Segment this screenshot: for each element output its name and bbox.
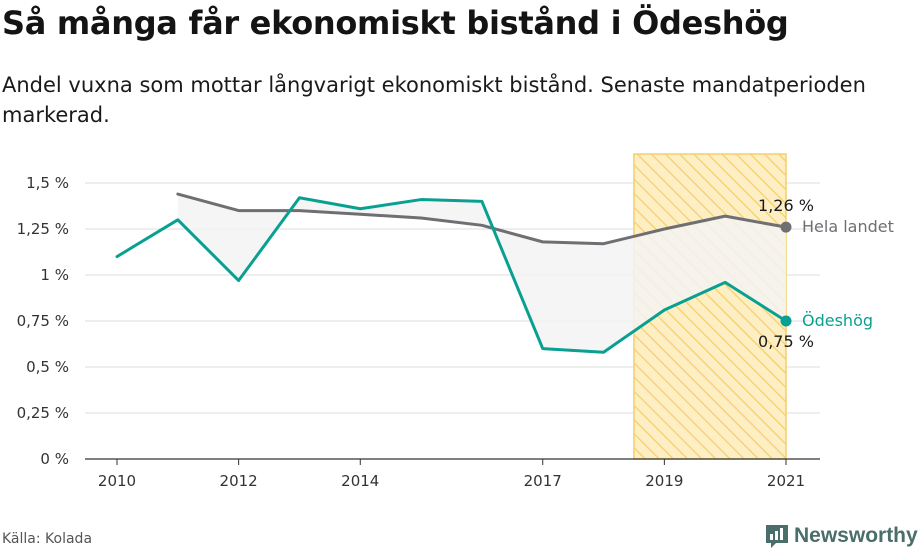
series xyxy=(115,192,792,354)
x-tick-label: 2017 xyxy=(524,472,562,490)
line-chart: 0 %0,25 %0,5 %0,75 %1 %1,25 %1,5 % 2010 2… xyxy=(17,153,894,490)
series-line-odeshog xyxy=(115,196,788,354)
axes: 2010 2012 2014 2017 2019 2021 xyxy=(85,458,820,490)
endpoint-odeshog xyxy=(780,315,792,327)
y-tick-label: 0,25 % xyxy=(17,404,69,422)
y-tick-label: 1 % xyxy=(40,266,69,284)
gap-shading xyxy=(177,194,786,353)
gap-area xyxy=(177,194,786,353)
x-tick-label: 2014 xyxy=(341,472,379,490)
source-note: Källa: Kolada xyxy=(2,531,93,547)
y-tick-label: 1,5 % xyxy=(26,174,69,192)
value-label-odeshog: 0,75 % xyxy=(758,332,814,351)
y-tick-label: 0,5 % xyxy=(26,358,69,376)
x-tick-label: 2012 xyxy=(220,472,258,490)
chart-subtitle: Andel vuxna som mottar långvarigt ekonom… xyxy=(2,73,866,127)
x-tick-label: 2021 xyxy=(767,472,805,490)
y-tick-label: 0 % xyxy=(40,450,69,468)
value-label-hela-landet: 1,26 % xyxy=(758,196,814,215)
series-line-hela-landet xyxy=(176,192,788,246)
x-tick-label: 2010 xyxy=(98,472,136,490)
brand-name: Newsworthy xyxy=(794,524,918,547)
series-label-hela-landet: Hela landet xyxy=(802,217,894,236)
brand-logo: Newsworthy xyxy=(764,521,918,551)
series-label-odeshog: Ödeshög xyxy=(802,311,873,330)
end-labels: Hela landet 1,26 % Ödeshög 0,75 % xyxy=(758,196,894,351)
x-tick-label: 2019 xyxy=(645,472,683,490)
y-tick-label: 1,25 % xyxy=(17,220,69,238)
newsworthy-logo-icon xyxy=(766,525,788,548)
y-tick-label: 0,75 % xyxy=(17,312,69,330)
endpoint-hela-landet xyxy=(780,221,792,233)
chart-title: Så många får ekonomiskt bistånd i Ödeshö… xyxy=(2,4,789,42)
